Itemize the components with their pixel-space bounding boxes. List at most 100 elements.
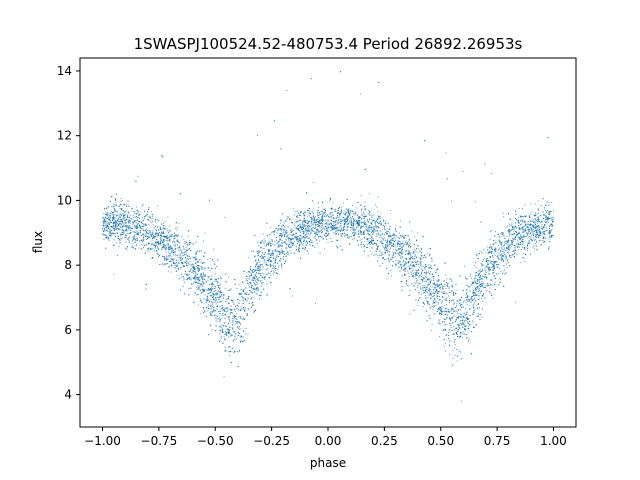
data-point <box>474 201 476 203</box>
data-point <box>216 321 218 323</box>
data-point <box>224 216 226 218</box>
data-point <box>282 245 283 247</box>
data-point <box>409 244 410 246</box>
data-point <box>434 305 436 306</box>
data-point <box>493 242 495 244</box>
data-point <box>239 300 241 302</box>
data-point <box>402 259 404 261</box>
data-point <box>279 238 281 240</box>
data-point <box>473 265 475 266</box>
data-point <box>274 240 276 242</box>
data-point <box>512 250 514 252</box>
data-point <box>232 302 234 304</box>
data-point <box>390 241 391 243</box>
data-point <box>118 246 120 248</box>
data-point <box>453 303 454 305</box>
data-point <box>113 273 115 275</box>
data-point <box>212 288 214 289</box>
data-point <box>146 215 148 217</box>
data-point <box>332 202 334 204</box>
data-point <box>166 228 168 230</box>
data-point <box>126 249 128 251</box>
data-point <box>454 347 456 349</box>
data-point <box>407 242 409 244</box>
data-point <box>420 288 422 290</box>
data-point <box>275 269 276 271</box>
data-point <box>518 225 520 227</box>
data-point <box>153 227 155 228</box>
data-point <box>369 244 371 246</box>
data-point <box>480 276 482 278</box>
data-point <box>128 219 130 221</box>
data-point <box>278 246 280 248</box>
data-point <box>520 224 522 226</box>
data-point <box>255 274 257 276</box>
data-point <box>246 278 248 279</box>
data-point <box>218 310 220 312</box>
data-point <box>457 312 459 314</box>
data-point <box>208 275 210 277</box>
data-point <box>510 254 512 256</box>
data-point <box>369 234 371 236</box>
data-point <box>157 253 159 255</box>
data-point <box>489 273 491 275</box>
data-point <box>176 229 178 231</box>
data-point <box>206 310 208 312</box>
data-point <box>307 233 309 235</box>
data-point <box>378 222 379 224</box>
data-point <box>499 240 501 242</box>
data-point <box>506 235 508 237</box>
data-point <box>313 236 315 238</box>
data-point <box>548 221 549 223</box>
data-point <box>518 231 520 233</box>
data-point <box>103 220 105 222</box>
data-point <box>126 232 128 234</box>
data-point <box>276 254 278 256</box>
data-point <box>510 247 512 249</box>
data-point <box>291 295 293 297</box>
data-point <box>512 227 514 229</box>
data-point <box>506 267 508 268</box>
data-point <box>274 271 276 273</box>
data-point <box>352 223 354 224</box>
data-point <box>481 281 483 283</box>
data-point <box>327 223 329 225</box>
data-point <box>377 210 379 212</box>
data-point <box>175 263 177 265</box>
data-point <box>293 234 295 236</box>
data-point <box>209 270 211 272</box>
data-point <box>296 240 298 242</box>
data-point <box>198 288 200 290</box>
data-point <box>378 254 380 256</box>
data-point <box>321 231 323 233</box>
data-point <box>215 302 217 304</box>
data-point <box>195 253 197 254</box>
data-point <box>226 273 228 275</box>
data-point <box>533 245 535 247</box>
data-point <box>520 224 522 225</box>
data-point <box>482 295 484 297</box>
data-point <box>320 226 322 228</box>
data-point <box>407 240 409 242</box>
data-point <box>358 218 360 220</box>
data-point <box>314 237 316 239</box>
data-point <box>320 236 322 238</box>
data-point <box>372 226 374 228</box>
data-point <box>527 244 528 246</box>
data-point <box>201 266 203 268</box>
data-point <box>389 232 391 234</box>
data-point <box>184 273 186 275</box>
data-point <box>187 235 189 237</box>
data-point <box>538 217 540 219</box>
data-point <box>352 204 354 206</box>
data-point <box>336 223 338 225</box>
data-point <box>135 206 137 208</box>
data-point <box>438 306 440 308</box>
data-point <box>402 286 404 287</box>
data-point <box>213 261 215 263</box>
data-point <box>281 240 283 241</box>
data-point <box>311 219 313 221</box>
data-point <box>303 230 305 232</box>
data-point <box>223 294 225 296</box>
data-point <box>316 231 318 233</box>
